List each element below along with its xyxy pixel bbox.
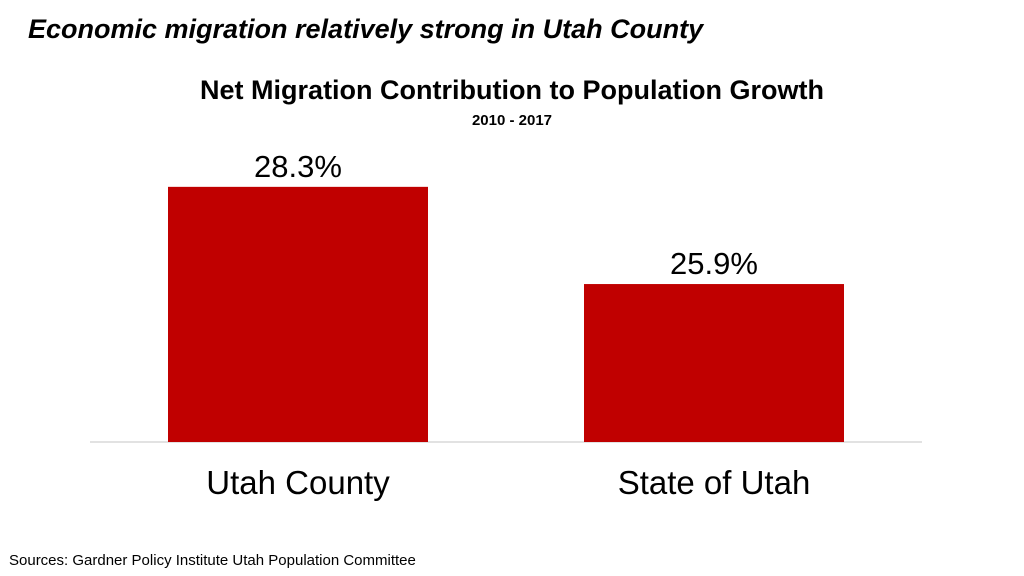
data-label: 25.9%: [670, 246, 758, 281]
sources-note: Sources: Gardner Policy Institute Utah P…: [9, 552, 416, 569]
headline: Economic migration relatively strong in …: [28, 14, 704, 44]
chart-title: Net Migration Contribution to Population…: [200, 75, 824, 105]
data-label: 28.3%: [254, 149, 342, 184]
x-tick-label: Utah County: [206, 464, 390, 501]
chart-subtitle: 2010 - 2017: [471, 112, 553, 129]
bar-state-of-utah: [584, 284, 844, 442]
x-tick-label: State of Utah: [618, 464, 811, 501]
bar-utah-county: [168, 186, 428, 442]
